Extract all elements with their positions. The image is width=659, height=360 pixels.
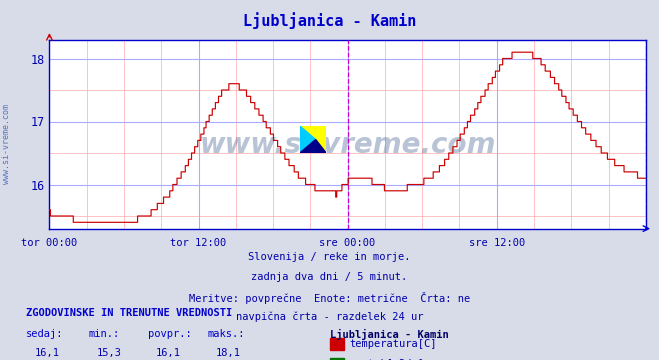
- Text: Slovenija / reke in morje.: Slovenija / reke in morje.: [248, 252, 411, 262]
- Text: 15,3: 15,3: [97, 348, 122, 359]
- Text: tor 12:00: tor 12:00: [171, 238, 227, 248]
- Text: 18,1: 18,1: [215, 348, 241, 359]
- Text: min.:: min.:: [89, 329, 120, 339]
- Text: Ljubljanica - Kamin: Ljubljanica - Kamin: [243, 13, 416, 30]
- Text: sedaj:: sedaj:: [26, 329, 64, 339]
- Text: Meritve: povprečne  Enote: metrične  Črta: ne: Meritve: povprečne Enote: metrične Črta:…: [189, 292, 470, 303]
- Text: ZGODOVINSKE IN TRENUTNE VREDNOSTI: ZGODOVINSKE IN TRENUTNE VREDNOSTI: [26, 308, 233, 318]
- Text: 16,1: 16,1: [34, 348, 59, 359]
- Text: tor 00:00: tor 00:00: [21, 238, 78, 248]
- Text: Ljubljanica - Kamin: Ljubljanica - Kamin: [330, 329, 448, 340]
- Polygon shape: [300, 126, 326, 153]
- Text: sre 12:00: sre 12:00: [469, 238, 525, 248]
- Text: 16,1: 16,1: [156, 348, 181, 359]
- Text: sre 00:00: sre 00:00: [320, 238, 376, 248]
- Text: pretok[m3/s]: pretok[m3/s]: [349, 359, 424, 360]
- Text: maks.:: maks.:: [208, 329, 245, 339]
- Text: temperatura[C]: temperatura[C]: [349, 339, 437, 349]
- Polygon shape: [300, 140, 326, 153]
- Text: navpična črta - razdelek 24 ur: navpična črta - razdelek 24 ur: [236, 311, 423, 322]
- Polygon shape: [300, 126, 316, 153]
- Text: www.si-vreme.com: www.si-vreme.com: [2, 104, 11, 184]
- Text: www.si-vreme.com: www.si-vreme.com: [200, 131, 496, 159]
- Text: zadnja dva dni / 5 minut.: zadnja dva dni / 5 minut.: [251, 272, 408, 282]
- Text: povpr.:: povpr.:: [148, 329, 192, 339]
